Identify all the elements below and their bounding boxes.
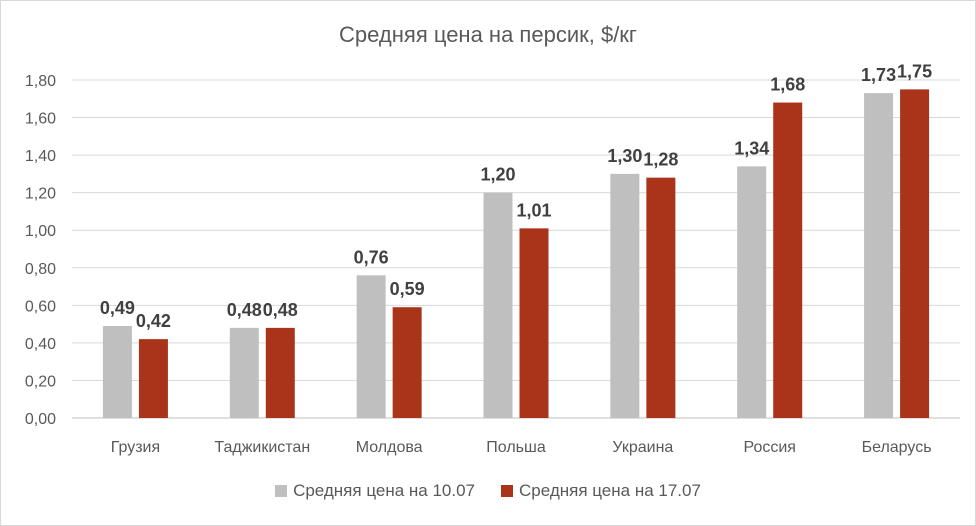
bar-series-2 [900,89,930,418]
y-tick-label: 1,00 [25,223,56,240]
y-tick-label: 1,20 [25,186,56,203]
bar-series-2 [519,228,549,418]
bar-series-2 [138,339,168,418]
legend-item-series-2: Средняя цена на 17.07 [501,481,701,501]
legend-swatch-series-1 [275,485,288,497]
x-tick-label: Украина [612,439,673,456]
y-tick-label: 0,00 [25,411,56,428]
x-tick-label: Польша [486,439,546,456]
y-tick-label: 1,60 [25,111,56,128]
data-label: 0,48 [263,300,298,320]
legend-label-series-2: Средняя цена на 17.07 [519,481,701,500]
bar-series-2 [265,327,295,418]
bar-series-1 [229,327,259,418]
data-label: 1,28 [643,150,678,170]
bar-series-1 [864,93,894,419]
bar-series-2 [646,177,676,418]
data-label: 1,75 [897,61,932,81]
legend-swatch-series-2 [501,485,513,497]
data-label: 0,49 [100,298,135,318]
data-label: 0,59 [390,279,425,299]
y-tick-label: 0,80 [25,261,56,278]
chart-title: Средняя цена на персик, $/кг [339,22,637,47]
data-label: 0,76 [354,247,389,267]
bar-series-1 [102,325,132,418]
y-tick-label: 0,20 [25,373,56,390]
data-label: 1,30 [607,146,642,166]
bar-series-1 [737,166,767,418]
bar-series-1 [356,275,386,418]
data-label: 1,34 [734,138,769,158]
bar-series-2 [392,307,422,418]
legend: Средняя цена на 10.07 Средняя цена на 17… [0,481,976,501]
bar-series-2 [773,102,803,419]
data-label: 1,73 [861,65,896,85]
y-tick-label: 1,80 [25,73,56,90]
bar-series-1 [610,173,640,418]
data-label: 0,48 [227,300,262,320]
data-label: 0,42 [136,311,171,331]
bar-series-1 [483,192,513,418]
data-label: 1,20 [480,165,515,185]
y-tick-label: 0,60 [25,298,56,315]
x-tick-label: Молдова [356,439,423,456]
x-tick-label: Россия [743,439,795,456]
data-label: 1,01 [516,200,551,220]
legend-label-series-1: Средняя цена на 10.07 [293,481,475,500]
y-tick-label: 0,40 [25,336,56,353]
x-tick-label: Беларусь [862,439,932,456]
data-label: 1,68 [770,75,805,95]
x-tick-label: Таджикистан [214,439,310,456]
legend-item-series-1: Средняя цена на 10.07 [275,481,475,501]
y-tick-label: 1,40 [25,148,56,165]
x-tick-label: Грузия [111,439,160,456]
